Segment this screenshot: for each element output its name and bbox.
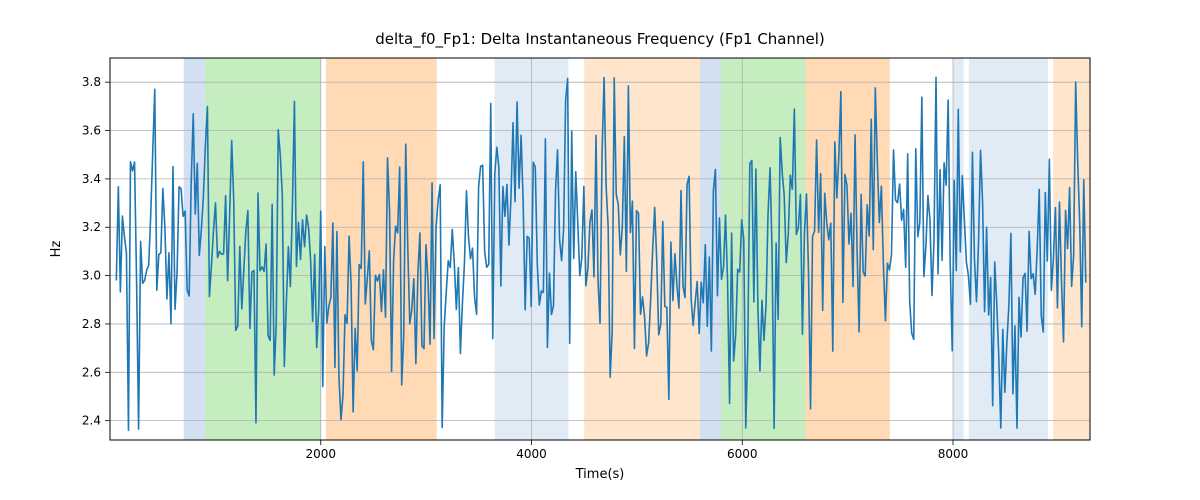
band <box>205 58 321 440</box>
xtick-label: 4000 <box>516 447 547 461</box>
ytick-label: 2.4 <box>82 414 101 428</box>
ytick-label: 3.4 <box>82 172 101 186</box>
y-axis-label: Hz <box>49 241 64 258</box>
ytick-label: 3.6 <box>82 124 101 138</box>
band <box>721 58 805 440</box>
ytick-label: 3.2 <box>82 220 101 234</box>
x-axis-label: Time(s) <box>575 467 625 482</box>
x-tick-labels: 2000 4000 6000 8000 <box>305 447 968 461</box>
band <box>805 58 889 440</box>
ytick-label: 3.0 <box>82 269 101 283</box>
chart-container: 2000 4000 6000 8000 2.4 2.6 2.8 3.0 3.2 3.4 3.6 3.… <box>0 0 1200 500</box>
band <box>184 58 205 440</box>
ytick-label: 2.8 <box>82 317 101 331</box>
xtick-label: 2000 <box>305 447 336 461</box>
chart-svg: 2000 4000 6000 8000 2.4 2.6 2.8 3.0 3.2 3.4 3.6 3.… <box>0 0 1200 500</box>
band <box>969 58 1048 440</box>
ytick-label: 3.8 <box>82 75 101 89</box>
xtick-label: 6000 <box>727 447 758 461</box>
chart-title: delta_f0_Fp1: Delta Instantaneous Freque… <box>375 30 825 49</box>
y-tick-labels: 2.4 2.6 2.8 3.0 3.2 3.4 3.6 3.8 <box>82 75 101 427</box>
xtick-label: 8000 <box>938 447 969 461</box>
ytick-label: 2.6 <box>82 365 101 379</box>
